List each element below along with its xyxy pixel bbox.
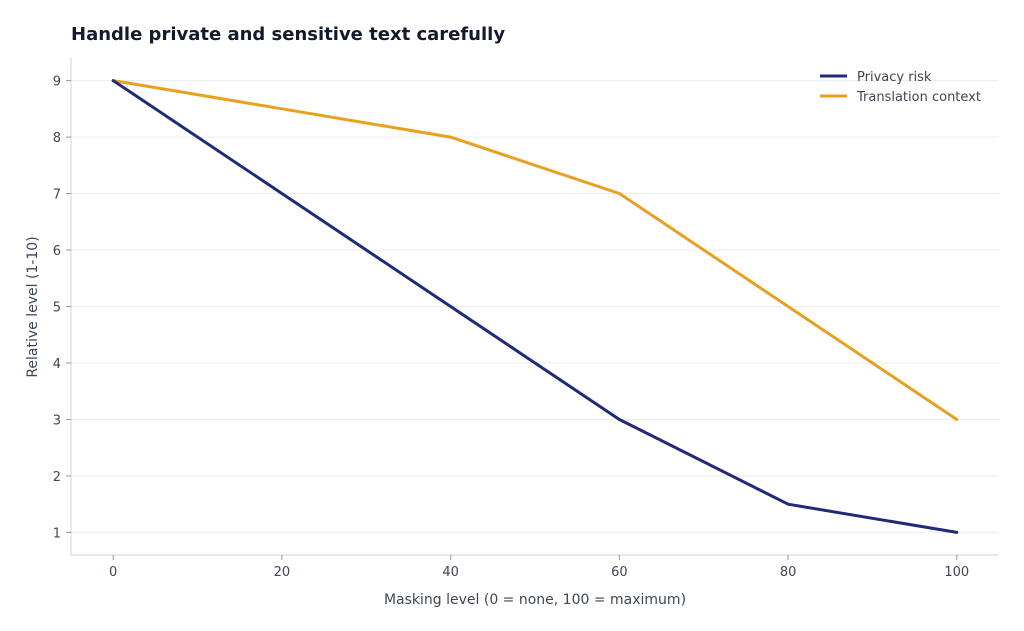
x-tick-label: 60 bbox=[611, 565, 628, 580]
y-tick-label: 2 bbox=[53, 470, 61, 485]
x-tick-label: 100 bbox=[944, 565, 969, 580]
x-tick-label: 0 bbox=[109, 565, 117, 580]
x-tick-label: 80 bbox=[780, 565, 797, 580]
x-tick-label: 40 bbox=[442, 565, 459, 580]
legend: Privacy risk Translation context bbox=[820, 70, 981, 105]
y-tick-label: 5 bbox=[53, 301, 61, 316]
grid bbox=[71, 80, 999, 533]
y-tick-label: 4 bbox=[53, 357, 61, 372]
y-tick-label: 6 bbox=[53, 244, 61, 259]
legend-label-translation-context: Translation context bbox=[856, 90, 981, 105]
y-tick-label: 9 bbox=[53, 75, 61, 90]
y-tick-label: 7 bbox=[53, 188, 61, 203]
series-layer bbox=[111, 79, 959, 534]
x-tick-label: 20 bbox=[274, 565, 291, 580]
y-tick-label: 8 bbox=[53, 131, 61, 146]
y-axis: 1 2 3 4 5 6 7 8 9 bbox=[53, 75, 71, 541]
x-axis-label: Masking level (0 = none, 100 = maximum) bbox=[384, 592, 686, 608]
series-line-privacy-risk bbox=[111, 79, 959, 534]
legend-label-privacy-risk: Privacy risk bbox=[857, 70, 932, 85]
chart-title: Handle private and sensitive text carefu… bbox=[71, 24, 505, 45]
y-axis-label: Relative level (1-10) bbox=[25, 236, 41, 377]
y-tick-label: 3 bbox=[53, 413, 61, 428]
x-axis: 0 20 40 60 80 100 bbox=[109, 555, 969, 580]
series-line-translation-context bbox=[111, 79, 959, 421]
y-tick-label: 1 bbox=[53, 526, 61, 541]
